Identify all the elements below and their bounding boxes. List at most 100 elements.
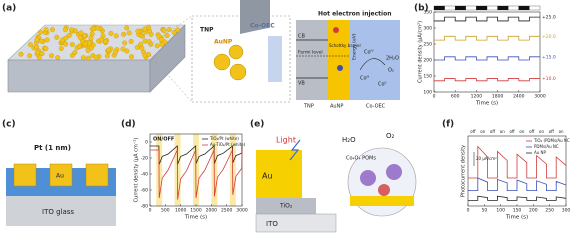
- label: CB: [298, 34, 305, 40]
- nanoparticle: [95, 25, 101, 31]
- catalyst: [360, 170, 376, 186]
- ito-glass: [6, 196, 116, 226]
- label: Fermi level: [298, 50, 323, 56]
- nanoparticle: [103, 39, 109, 45]
- label: Co-OEC: [366, 104, 386, 110]
- nanoparticle: [171, 30, 177, 35]
- tio2-block: [256, 198, 316, 214]
- label: Coᴵᴵ: [378, 82, 386, 88]
- x-tick-label: 500: [161, 208, 170, 214]
- nanoparticle: [120, 46, 126, 52]
- x-tick-label: 1500: [190, 208, 202, 214]
- x-tick-label: 300: [562, 208, 570, 214]
- catalyst: [386, 164, 402, 180]
- nanoparticle: [108, 30, 114, 36]
- series-label: +20.0: [542, 34, 556, 40]
- y-tick-label: -20: [141, 156, 148, 162]
- nanoparticle: [43, 46, 49, 52]
- y-tick-label: 0: [145, 140, 148, 146]
- aunp-region: [328, 20, 350, 100]
- nanoparticle: [142, 26, 148, 32]
- figure: (a) (b) (c) (d) (e) (f) TNP AuNP Co-OEC …: [2, 0, 570, 233]
- label: Energy (eV): [352, 33, 358, 60]
- zoom-line: [149, 15, 193, 46]
- light-stripe: [529, 5, 541, 11]
- series-line: [434, 35, 540, 41]
- plot-frame: [433, 11, 541, 93]
- panel-label: (e): [250, 120, 264, 130]
- nanoparticle: [82, 33, 88, 39]
- annotation: on: [519, 129, 524, 134]
- annotation: off: [529, 129, 534, 134]
- slab-side: [149, 24, 186, 93]
- nanoparticle: [50, 27, 55, 33]
- label: Hot electron injection: [318, 11, 392, 18]
- annotation: off: [549, 129, 554, 134]
- label: Schottky barrier: [329, 43, 361, 48]
- series-label: +10.0: [542, 76, 556, 82]
- x-tick-label: 250: [545, 208, 554, 214]
- y-tick-label: 200: [423, 58, 432, 64]
- nanoparticle: [88, 35, 94, 41]
- legend-label: Au-TiO₂/Pt (white): [210, 142, 246, 147]
- au-block: [256, 150, 302, 198]
- label: Au: [262, 172, 273, 181]
- annotation: off: [470, 129, 475, 134]
- nanoparticle: [166, 27, 172, 32]
- nanoparticle: [55, 55, 61, 61]
- nanoparticle: [162, 39, 168, 45]
- annotation: on: [500, 129, 505, 134]
- nanoparticle: [112, 49, 118, 55]
- nanoparticle: [34, 37, 40, 42]
- series-label: +25.0: [542, 15, 556, 21]
- x-tick-label: 100: [496, 208, 505, 214]
- y-tick-label: 100: [423, 90, 432, 96]
- light-stripe: [497, 5, 509, 11]
- y-axis-label: Current density (μA/cm²): [418, 21, 424, 83]
- cycle-arrow: [359, 58, 386, 71]
- tnp-region: [296, 20, 328, 100]
- light-stripe: [486, 5, 498, 11]
- nanoparticle: [43, 27, 49, 33]
- nanoparticle: [62, 27, 68, 33]
- x-axis-label: Time (s): [184, 215, 207, 221]
- light-stripe: [465, 5, 477, 11]
- nanoparticle: [89, 31, 95, 37]
- y-tick-label: -40: [141, 172, 148, 178]
- x-tick-label: 0: [467, 208, 470, 214]
- x-tick-label: 0: [149, 208, 152, 214]
- nanoparticle: [138, 41, 144, 47]
- electron: [333, 27, 339, 33]
- nanoparticle: [27, 53, 33, 59]
- x-tick-label: 150: [513, 208, 522, 214]
- series-line: [434, 56, 540, 61]
- y-tick-label: 350: [423, 10, 432, 16]
- nanoparticle: [106, 47, 112, 53]
- label: O₂: [386, 132, 395, 140]
- nanoparticle: [44, 37, 50, 43]
- panel-label: (c): [2, 120, 16, 130]
- zoom-line: [149, 54, 193, 103]
- cooec-region: [350, 20, 400, 100]
- nanoparticle: [66, 32, 72, 38]
- nanoparticle: [34, 44, 39, 50]
- x-tick-label: 50: [481, 208, 487, 214]
- x-tick-label: 1200: [471, 94, 483, 100]
- panel-label: (b): [414, 4, 429, 14]
- x-tick-label: 2000: [206, 208, 218, 214]
- legend-label: Au NP: [534, 150, 547, 155]
- y-axis-label: Current density (μA cm⁻²): [134, 138, 140, 203]
- x-tick-label: 0: [433, 94, 436, 100]
- label: AuNP: [214, 39, 233, 46]
- label: Co-OEC: [250, 23, 275, 30]
- nanoparticle: [80, 55, 86, 61]
- label: ITO: [266, 220, 278, 228]
- light-stripe: [433, 5, 445, 11]
- nanoparticle: [78, 30, 84, 36]
- y-axis-label: Photocurrent density: [461, 145, 467, 197]
- x-tick-label: 1800: [492, 94, 504, 100]
- series-line: [434, 78, 540, 82]
- y-tick-label: 300: [423, 26, 432, 32]
- nanoparticle: [49, 53, 54, 59]
- y-tick-label: -80: [141, 204, 148, 210]
